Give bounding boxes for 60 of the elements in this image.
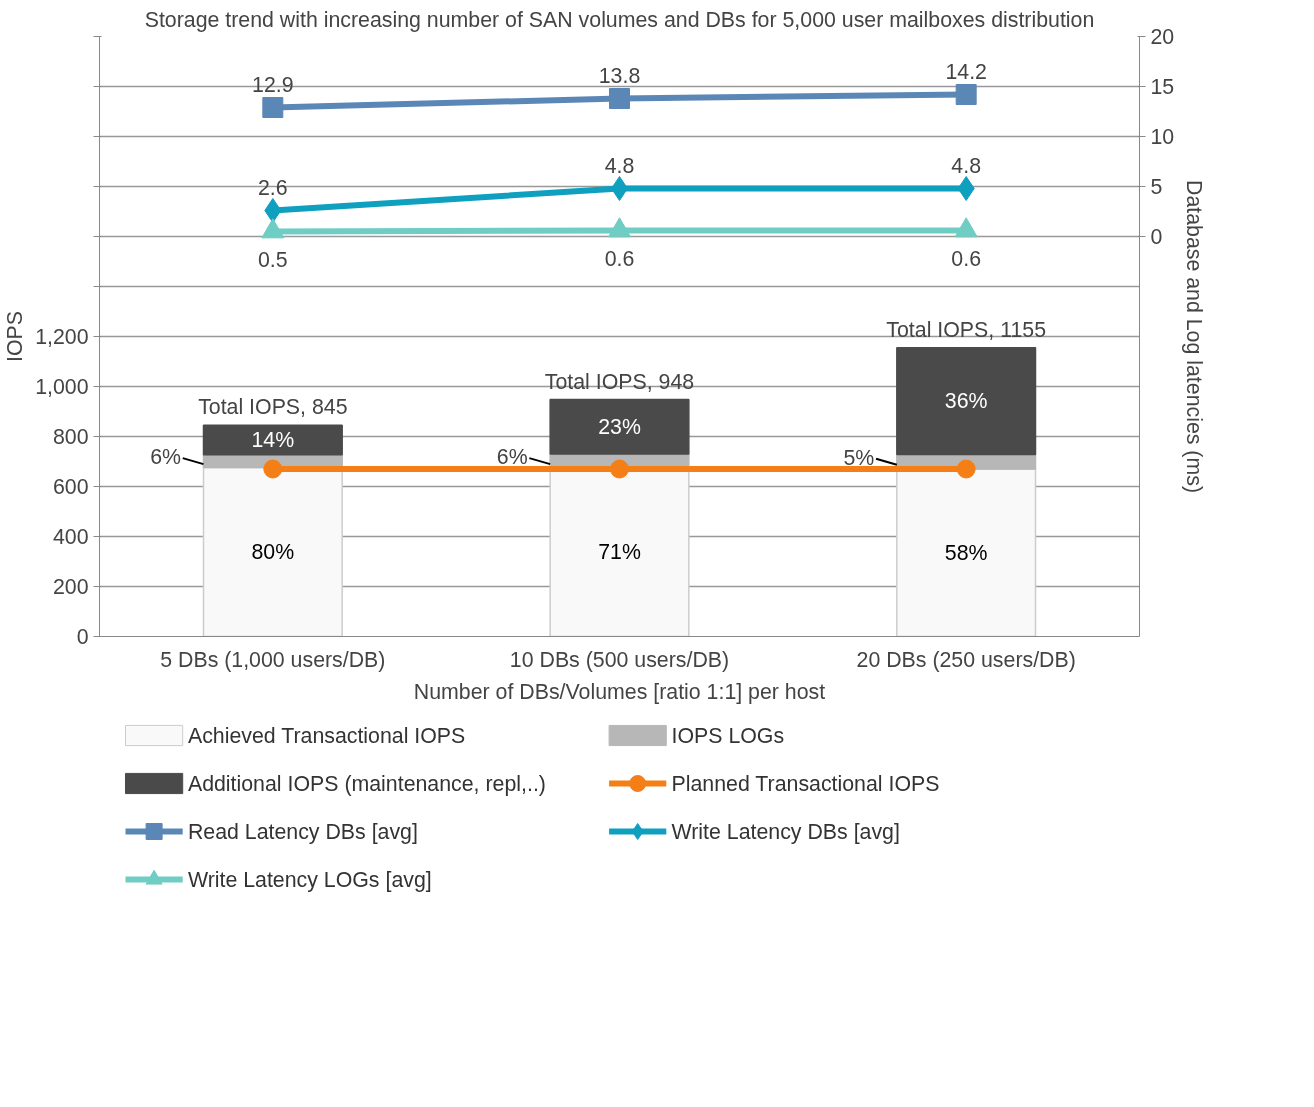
y-tick-label: 0 — [76, 625, 89, 649]
legend-label: Achieved Transactional IOPS — [187, 723, 466, 748]
total-label: Total IOPS, 845 — [198, 395, 348, 420]
x-tick-label: 5 DBs (1,000 users/DB) — [160, 647, 386, 672]
annotation: 23% — [598, 414, 641, 439]
annotation: 58% — [944, 540, 988, 565]
y-tick-label: 200 — [52, 575, 89, 599]
y-tick-label: 400 — [52, 525, 89, 549]
data-label: 12.9 — [252, 72, 294, 97]
data-label: 0.6 — [951, 246, 981, 271]
y2-axis-title: Database and Log latencies (ms) — [1182, 180, 1207, 494]
legend-label: Write Latency DBs [avg] — [671, 819, 900, 844]
annotation: 6% — [496, 445, 528, 470]
y2-tick-label: 15 — [1150, 75, 1175, 99]
y-tick-label: 1,000 — [35, 375, 89, 399]
bar — [896, 468, 1037, 637]
x-tick-label: 10 DBs (500 users/DB) — [509, 647, 730, 672]
bar — [896, 347, 1037, 456]
annotation: 36% — [944, 389, 988, 414]
y-tick-label: 600 — [52, 475, 89, 499]
y2-tick-label: 5 — [1150, 175, 1163, 199]
bar — [549, 398, 690, 455]
legend-label: Additional IOPS (maintenance, repl,..) — [187, 771, 546, 796]
x-axis-title: Number of DBs/Volumes [ratio 1:1] per host — [413, 679, 826, 704]
total-label: Total IOPS, 948 — [544, 369, 695, 394]
legend-label: Write Latency LOGs [avg] — [187, 867, 432, 892]
data-label: 14.2 — [945, 59, 987, 84]
bar — [202, 466, 343, 637]
annotation: 80% — [251, 540, 295, 564]
legend-label: Read Latency DBs [avg] — [187, 819, 418, 844]
chart-title: Storage trend with increasing number of SAN volumes and DBs for 5,000 user mailboxes distribution — [144, 7, 1095, 32]
legend-label: Planned Transactional IOPS — [671, 771, 940, 796]
legend-label: IOPS LOGs — [671, 723, 785, 748]
point — [608, 217, 631, 238]
bar — [202, 424, 343, 456]
point — [609, 88, 630, 109]
data-label: 4.8 — [951, 153, 981, 178]
y2-tick-label: 0 — [1150, 225, 1163, 249]
point — [957, 176, 975, 201]
y-tick-label: 800 — [52, 425, 89, 449]
point — [262, 97, 284, 118]
x-tick-label: 20 DBs (250 users/DB) — [856, 647, 1076, 672]
annotation: 6% — [150, 445, 181, 470]
total-label: Total IOPS, 1155 — [886, 317, 1047, 342]
point — [954, 217, 978, 238]
y-tick-label: 1,200 — [35, 325, 89, 349]
point — [955, 84, 977, 105]
data-label: 2.6 — [258, 175, 288, 200]
data-label: 13.8 — [598, 63, 641, 88]
annotation: 5% — [843, 445, 875, 470]
y2-tick-label: 10 — [1150, 125, 1175, 149]
point — [261, 218, 285, 239]
y-axis-title: IOPS — [3, 311, 28, 362]
data-label: 0.5 — [258, 247, 288, 272]
point — [264, 198, 282, 223]
data-label: 4.8 — [604, 153, 635, 178]
data-label: 0.6 — [604, 246, 635, 271]
annotation: 71% — [598, 540, 641, 565]
annotation: 14% — [251, 428, 295, 452]
y2-tick-label: 20 — [1150, 25, 1175, 49]
